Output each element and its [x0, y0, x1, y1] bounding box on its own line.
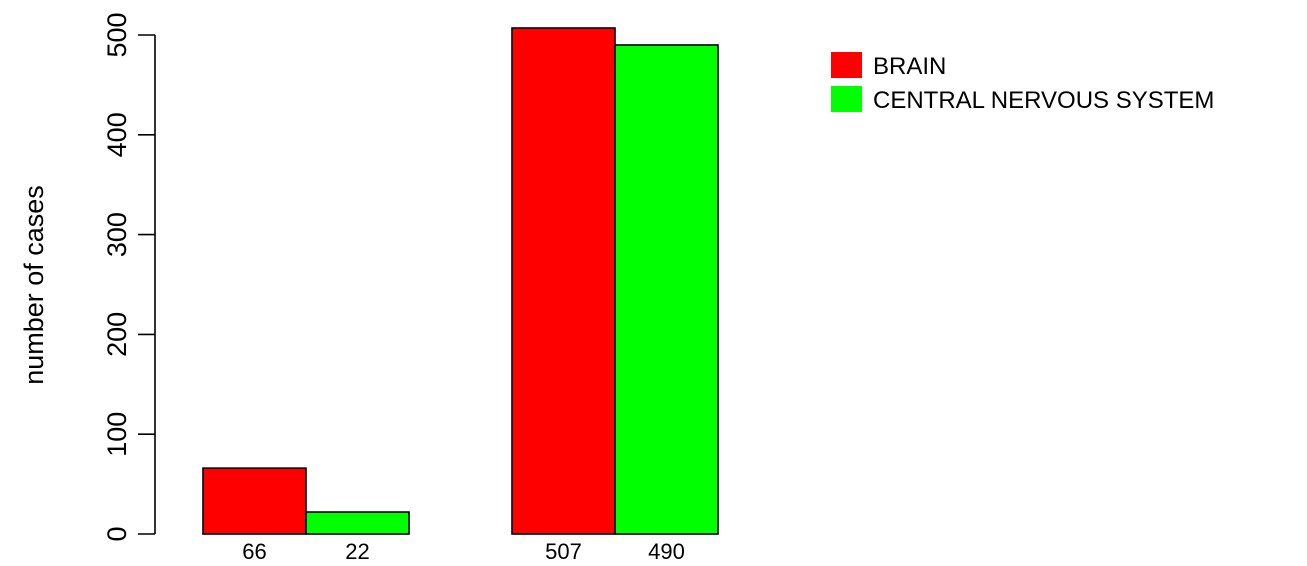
legend-label: BRAIN: [873, 53, 946, 80]
bars-layer: [202, 27, 719, 535]
legend-swatch: [831, 52, 862, 78]
legend: BRAIN CENTRAL NERVOUS SYSTEM: [831, 52, 1214, 114]
bar-value-label: 507: [545, 539, 582, 564]
y-tick-label: 300: [102, 212, 132, 257]
y-axis-title: number of cases: [19, 185, 49, 385]
bar-value-label: 490: [648, 539, 685, 564]
bar: [511, 27, 616, 535]
y-tick-label: 100: [102, 412, 132, 457]
bar: [305, 511, 410, 535]
y-tick-label: 200: [102, 312, 132, 357]
y-axis: 0 100 200 300 400 500: [102, 12, 156, 542]
y-tick-label: 0: [102, 526, 132, 541]
y-tick-label: 400: [102, 112, 132, 157]
bar-labels-layer: 66 22 507 490: [242, 539, 685, 564]
bar: [202, 467, 307, 535]
legend-swatch: [831, 86, 862, 112]
y-tick-label: 500: [102, 12, 132, 57]
bar: [614, 44, 719, 535]
legend-label: CENTRAL NERVOUS SYSTEM: [873, 87, 1214, 114]
bar-value-label: 66: [242, 539, 266, 564]
bar-value-label: 22: [345, 539, 369, 564]
